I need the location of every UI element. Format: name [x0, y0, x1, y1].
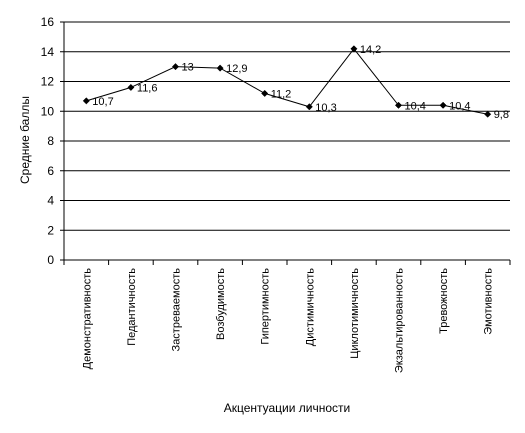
x-axis-title: Акцентуации личности — [224, 401, 351, 415]
data-label: 11,2 — [271, 88, 292, 100]
y-tick-label: 10 — [41, 104, 55, 118]
x-tick-label: Экзальтированность — [394, 268, 406, 373]
x-tick-labels: Демонстративность Педантичность Застреваем… — [81, 268, 494, 373]
data-point-marker — [439, 101, 447, 109]
data-point-marker — [394, 101, 403, 109]
data-label: 10,3 — [315, 102, 336, 114]
data-point-marker — [305, 103, 313, 111]
x-tick-label: Дистимичность — [304, 268, 316, 346]
x-tick-label: Педантичность — [126, 268, 138, 346]
y-tick-label: 12 — [41, 75, 55, 89]
data-label: 10,4 — [449, 100, 470, 112]
data-label: 10,7 — [92, 96, 113, 108]
data-label: 9,8 — [494, 109, 509, 121]
x-tick-label: Возбудимость — [215, 268, 227, 340]
y-tick-label: 16 — [41, 15, 55, 29]
y-tick-label: 6 — [47, 164, 54, 178]
series-line — [82, 45, 492, 118]
data-point-marker — [82, 97, 90, 105]
data-label: 12,9 — [226, 63, 247, 75]
series-line-path — [86, 47, 488, 115]
y-tick-label: 4 — [47, 194, 54, 208]
data-label: 13 — [182, 62, 194, 74]
data-point-marker — [350, 45, 358, 53]
data-point-marker — [484, 110, 492, 118]
data-point-marker — [261, 89, 269, 97]
y-tick-label: 2 — [47, 223, 54, 237]
data-label: 10,4 — [405, 100, 426, 112]
data-labels: 10,7 11,6 13 12,9 11,2 10,3 14,2 10,4 10,4 9,8 — [92, 44, 509, 121]
x-tick-label: Тревожность — [438, 268, 450, 334]
data-point-marker — [127, 83, 135, 92]
y-tick-label: 0 — [47, 253, 54, 267]
data-point-marker — [216, 64, 224, 72]
gridlines — [64, 21, 510, 231]
y-axis-title: Средние баллы — [18, 96, 32, 184]
x-tick-label: Эмотивность — [483, 268, 495, 335]
data-point-marker — [171, 63, 180, 71]
x-tick-label: Гипертимность — [260, 268, 272, 345]
y-tick-label: 8 — [47, 134, 54, 148]
axes — [60, 21, 511, 265]
data-label: 11,6 — [137, 82, 158, 94]
y-tick-label: 14 — [41, 45, 55, 59]
data-label: 14,2 — [360, 44, 381, 56]
x-tick-label: Застреваемость — [171, 268, 183, 352]
y-tick-labels: 0 2 4 6 8 10 12 14 16 — [41, 15, 55, 267]
x-tick-label: Циклотимичность — [349, 268, 361, 359]
x-tick-label: Демонстративность — [81, 268, 93, 370]
